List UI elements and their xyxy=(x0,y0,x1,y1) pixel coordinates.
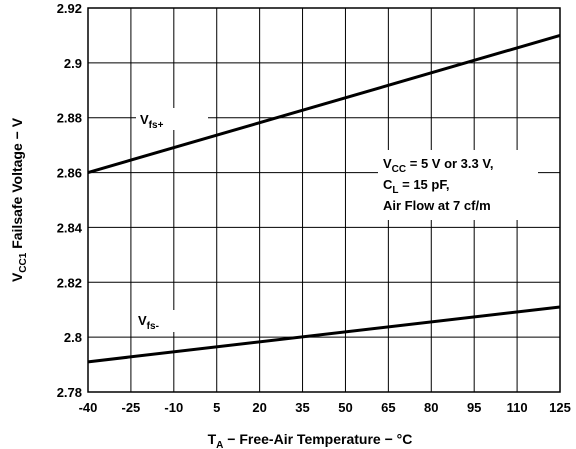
x-tick-label: 50 xyxy=(338,400,352,415)
x-tick-label: 5 xyxy=(213,400,220,415)
x-tick-label: 65 xyxy=(381,400,395,415)
series-line-fs-plus xyxy=(87,33,561,175)
x-axis-title: TA − Free-Air Temperature − °C xyxy=(208,431,413,449)
y-tick-label: 2.78 xyxy=(57,385,82,400)
x-tick-label: 20 xyxy=(252,400,266,415)
annotation-line-1: VCC = 5 V or 3.3 V, xyxy=(383,156,493,175)
series-label-fs-plus: Vfs+ xyxy=(140,112,164,131)
series-line-fs-minus xyxy=(87,305,561,364)
x-tick-labels: -40 -25 -10 5 20 35 50 65 80 95 110 125 xyxy=(79,400,571,415)
y-tick-label: 2.8 xyxy=(64,330,82,345)
y-axis-title: VCC1 Failsafe Voltage − V xyxy=(9,117,29,282)
y-tick-label: 2.82 xyxy=(57,275,82,290)
y-tick-label: 2.88 xyxy=(57,111,82,126)
y-tick-label: 2.9 xyxy=(64,56,82,71)
y-tick-label: 2.84 xyxy=(57,220,83,235)
annotation-bg xyxy=(378,150,538,220)
x-tick-label: -40 xyxy=(79,400,98,415)
x-tick-label: 110 xyxy=(507,400,528,415)
x-tick-label: -25 xyxy=(122,400,141,415)
x-tick-label: 95 xyxy=(467,400,481,415)
x-tick-label: 35 xyxy=(295,400,309,415)
annotation-line-2: CL = 15 pF, xyxy=(383,177,449,196)
x-tick-label: 125 xyxy=(549,400,571,415)
label-bg-fs-plus xyxy=(136,108,208,130)
x-tick-label: 80 xyxy=(424,400,438,415)
plot-frame xyxy=(87,7,561,393)
annotation-line-3: Air Flow at 7 cf/m xyxy=(383,198,491,213)
y-tick-label: 2.92 xyxy=(57,1,82,16)
y-tick-label: 2.86 xyxy=(57,166,82,181)
series-label-fs-minus: Vfs- xyxy=(138,313,159,332)
x-tick-label: -10 xyxy=(164,400,183,415)
y-tick-labels: 2.78 2.8 2.82 2.84 2.86 2.88 2.9 2.92 xyxy=(57,1,83,400)
label-bg-fs-minus xyxy=(134,310,176,332)
series-lines xyxy=(87,33,561,364)
